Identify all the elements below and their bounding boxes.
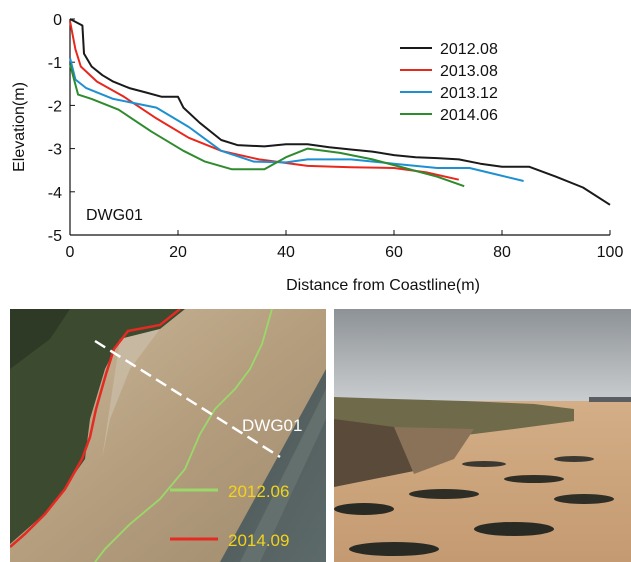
profile-annotation: DWG01 <box>86 207 143 224</box>
y-tick-label: -1 <box>48 55 62 72</box>
legend-label-2012-08: 2012.08 <box>440 41 498 58</box>
y-tick-label: -5 <box>48 228 62 245</box>
sea-area <box>220 369 326 562</box>
x-tick-label: 20 <box>169 244 187 261</box>
x-tick-label: 100 <box>597 244 624 261</box>
shoreline-2014-line <box>10 309 181 548</box>
profile-transect-line <box>94 339 281 459</box>
series-line-2012-08 <box>69 18 611 206</box>
series-line-2014-06 <box>69 64 465 188</box>
aerial-photo-panel: DWG01 2012.06 2014.09 <box>10 309 326 562</box>
legend-label-2013-08: 2013.08 <box>440 63 498 80</box>
vegetation-area <box>10 309 185 544</box>
series-line-2013-12 <box>69 57 524 182</box>
legend-2012-label: 2012.06 <box>228 482 289 501</box>
x-tick-label: 80 <box>493 244 511 261</box>
y-tick-label: -4 <box>48 185 62 202</box>
y-axis-label: Elevation(m) <box>11 82 28 172</box>
y-tick-label: -3 <box>48 142 62 159</box>
elevation-profile-chart: 0-1-2-3-4-50 20 40 60 80 100 2012.082013.0820… <box>11 12 624 294</box>
series-line-2013-08 <box>69 21 460 181</box>
beach-photo <box>334 309 631 562</box>
profile-transect-label: DWG01 <box>242 416 302 435</box>
legend-2014-label: 2014.09 <box>228 531 289 550</box>
sky-area <box>334 309 631 409</box>
y-tick-label: -2 <box>48 98 62 115</box>
beach-photo-panel <box>334 309 631 562</box>
x-tick-label: 40 <box>277 244 295 261</box>
legend-label-2013-12: 2013.12 <box>440 85 498 102</box>
chart-axes: 0-1-2-3-4-50 20 40 60 80 100 <box>48 12 624 261</box>
y-tick-label: 0 <box>53 12 62 29</box>
x-tick-label: 0 <box>66 244 75 261</box>
chart-legend: 2012.08 2013.08 2013.12 2014.06 <box>400 41 498 124</box>
chart-series-lines <box>69 18 611 206</box>
x-tick-label: 60 <box>385 244 403 261</box>
aerial-photo: DWG01 2012.06 2014.09 <box>10 309 326 562</box>
shoreline-2012-line <box>94 309 273 562</box>
legend-label-2014-06: 2014.06 <box>440 107 498 124</box>
x-axis-label: Distance from Coastline(m) <box>286 277 480 294</box>
